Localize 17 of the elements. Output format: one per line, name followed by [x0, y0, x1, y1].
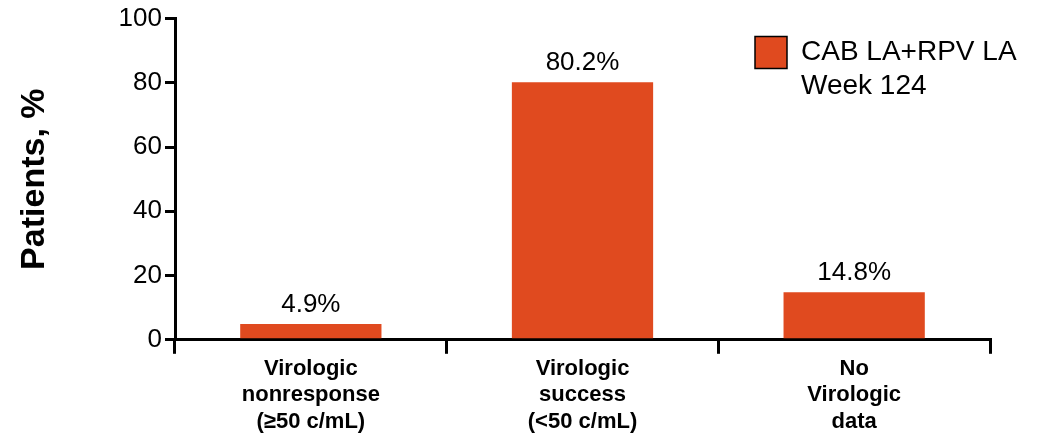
- bar: [783, 292, 925, 339]
- y-tick-label: 0: [147, 322, 162, 353]
- text: 80.2%: [545, 46, 620, 77]
- y-tick-label: 100: [118, 1, 162, 32]
- bar: [240, 324, 382, 339]
- x-tick-label: Virologic nonresponse (≥50 c/mL): [241, 355, 380, 433]
- x-tick-label: Virologic success (<50 c/mL): [527, 355, 638, 433]
- bar: [511, 82, 654, 339]
- y-axis-title: Patients, %: [12, 88, 51, 270]
- x-tick-label: No Virologic data: [807, 355, 902, 433]
- text: 4.9%: [281, 288, 341, 319]
- text: 14.8%: [817, 256, 892, 287]
- y-tick-label: 20: [133, 258, 162, 289]
- legend-label: CAB LA+RPV LA Week 124: [801, 35, 1017, 101]
- y-tick-label: 80: [133, 66, 162, 97]
- y-tick-label: 60: [133, 130, 162, 161]
- y-tick-label: 40: [133, 194, 162, 225]
